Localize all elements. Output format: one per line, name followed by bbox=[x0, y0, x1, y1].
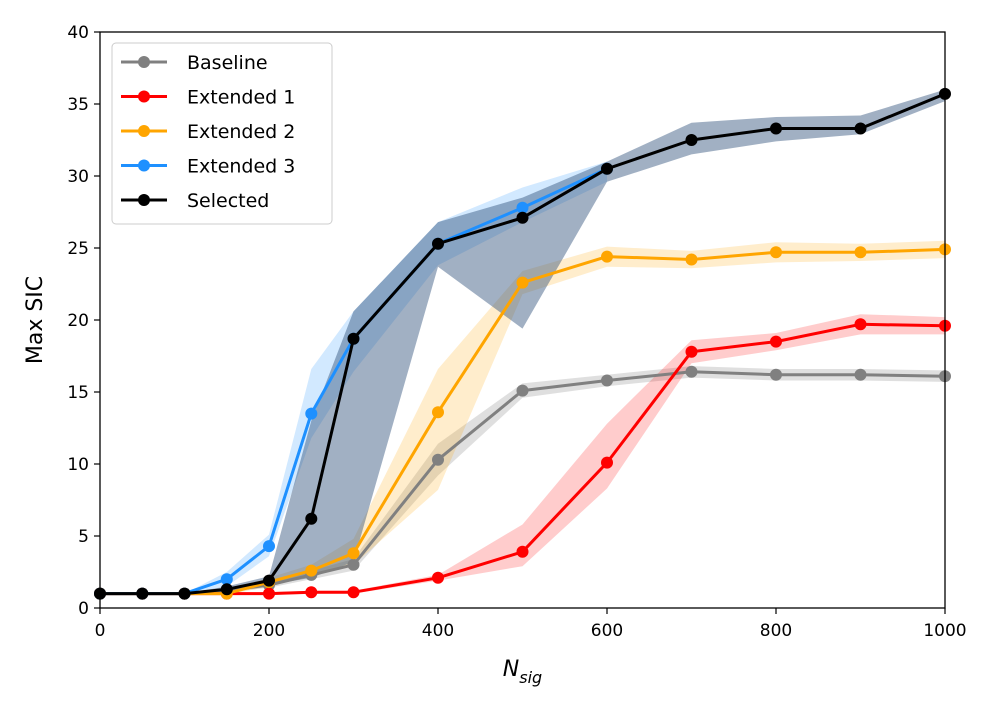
point-selected bbox=[854, 122, 867, 135]
point-extended-1 bbox=[432, 571, 444, 584]
y-tick-label: 30 bbox=[67, 167, 89, 187]
x-axis-label: Nsig bbox=[503, 657, 542, 687]
series-lines bbox=[94, 87, 951, 600]
point-selected bbox=[770, 122, 782, 135]
point-baseline bbox=[601, 374, 613, 387]
point-extended-3 bbox=[263, 540, 275, 553]
y-tick-label: 20 bbox=[67, 311, 89, 331]
point-baseline bbox=[854, 368, 867, 381]
point-extended-2 bbox=[432, 406, 444, 419]
point-selected bbox=[347, 332, 360, 345]
band-extended-1 bbox=[100, 314, 945, 595]
point-extended-1 bbox=[685, 345, 698, 358]
confidence-bands bbox=[100, 89, 945, 596]
point-selected bbox=[601, 162, 613, 175]
y-tick-label: 35 bbox=[67, 95, 89, 115]
point-extended-2 bbox=[305, 564, 318, 577]
y-tick-label: 15 bbox=[67, 383, 89, 403]
legend-marker-extended-1 bbox=[138, 90, 150, 103]
x-tick-label: 0 bbox=[95, 621, 106, 641]
point-extended-3 bbox=[305, 407, 318, 420]
x-tick-label: 1000 bbox=[923, 621, 966, 641]
point-extended-2 bbox=[854, 246, 867, 259]
legend-marker-selected bbox=[138, 194, 150, 206]
band-extended-3 bbox=[100, 161, 607, 594]
point-baseline bbox=[770, 368, 782, 381]
y-tick-label: 10 bbox=[67, 455, 89, 475]
point-extended-3 bbox=[516, 201, 529, 214]
point-baseline bbox=[516, 384, 529, 397]
point-selected bbox=[263, 574, 275, 587]
point-selected bbox=[432, 237, 444, 250]
x-tick-label: 600 bbox=[591, 621, 623, 641]
y-axis-label: Max SIC bbox=[23, 276, 48, 364]
point-extended-1 bbox=[305, 586, 318, 599]
point-extended-1 bbox=[770, 335, 782, 348]
legend-label-extended-1: Extended 1 bbox=[187, 87, 295, 109]
point-selected bbox=[516, 211, 529, 224]
legend-marker-extended-2 bbox=[138, 125, 150, 137]
legend-label-baseline: Baseline bbox=[187, 52, 268, 74]
y-tick-label: 25 bbox=[67, 239, 89, 259]
point-selected bbox=[305, 512, 318, 525]
legend: Baseline Extended 1 Extended 2 Extended 3 Se… bbox=[111, 42, 333, 225]
point-selected bbox=[220, 583, 233, 596]
point-extended-1 bbox=[854, 318, 867, 331]
band-selected bbox=[100, 89, 945, 594]
axes: 0 200 400 600 800 1000 0 5 10 15 20 25 30 35 40 Nsig Max… bbox=[23, 23, 967, 687]
point-extended-3 bbox=[220, 573, 233, 586]
point-extended-2 bbox=[601, 250, 613, 263]
x-tick-label: 800 bbox=[760, 621, 792, 641]
point-baseline bbox=[432, 453, 444, 466]
point-extended-1 bbox=[263, 587, 275, 600]
point-extended-1 bbox=[601, 456, 613, 469]
legend-label-extended-2: Extended 2 bbox=[187, 121, 295, 143]
legend-marker-baseline bbox=[138, 56, 150, 68]
y-tick-label: 40 bbox=[67, 23, 89, 43]
point-selected bbox=[685, 134, 698, 146]
point-extended-1 bbox=[347, 586, 360, 599]
y-tick-label: 5 bbox=[78, 527, 89, 547]
legend-box bbox=[111, 42, 333, 225]
point-extended-2 bbox=[347, 547, 360, 560]
line-selected bbox=[100, 92, 946, 596]
point-selected bbox=[178, 587, 191, 600]
legend-label-selected: Selected bbox=[187, 190, 269, 212]
point-extended-2 bbox=[516, 276, 529, 289]
point-selected bbox=[136, 587, 149, 600]
point-extended-2 bbox=[770, 246, 782, 259]
point-baseline bbox=[347, 558, 360, 571]
point-extended-1 bbox=[516, 545, 529, 558]
y-tick-label: 0 bbox=[78, 599, 89, 619]
legend-label-extended-3: Extended 3 bbox=[187, 156, 295, 178]
point-baseline bbox=[685, 365, 698, 378]
x-tick-label: 400 bbox=[422, 621, 454, 641]
legend-marker-extended-3 bbox=[138, 159, 150, 172]
x-tick-label: 200 bbox=[253, 621, 285, 641]
point-extended-2 bbox=[685, 253, 698, 266]
